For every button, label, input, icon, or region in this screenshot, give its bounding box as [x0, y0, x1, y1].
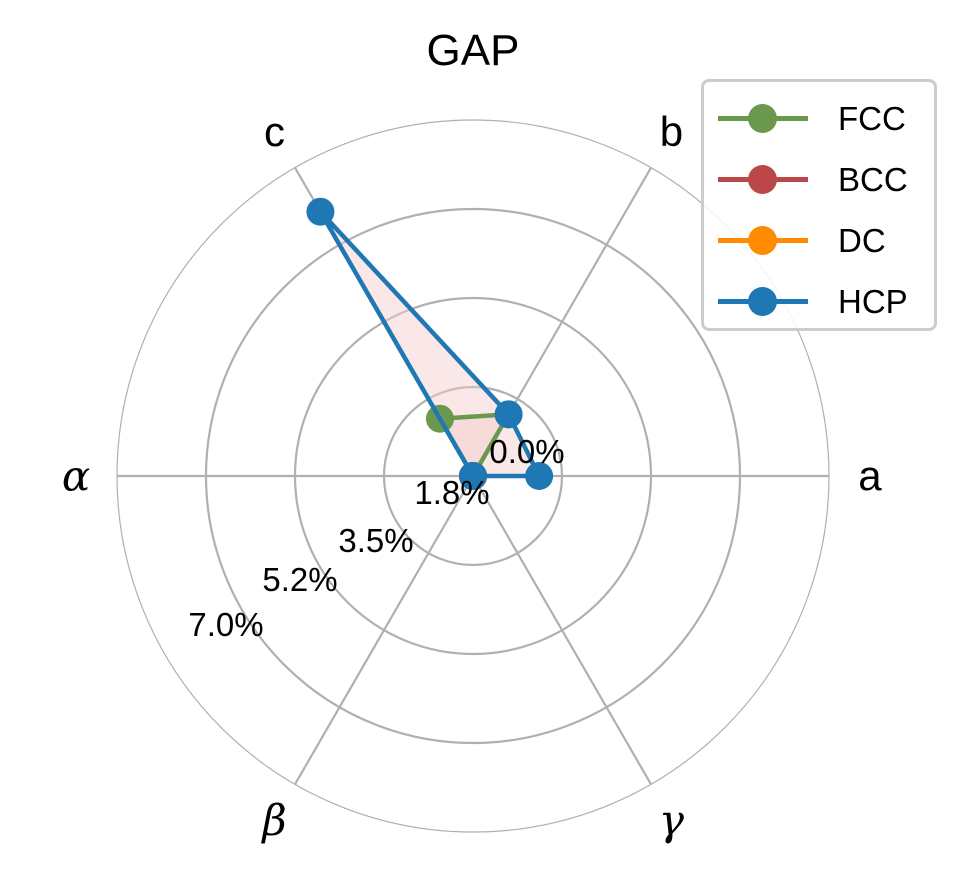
- legend: FCC BCC DC HCP: [701, 79, 937, 331]
- legend-label: BCC: [838, 161, 908, 198]
- data-point-hcp: [494, 400, 523, 429]
- axis-label: α: [61, 451, 91, 501]
- legend-marker-fcc: [748, 104, 777, 133]
- axis-label: a: [858, 452, 882, 499]
- series-fill-fcc: [439, 414, 509, 476]
- legend-label: HCP: [838, 283, 908, 320]
- legend-item-bcc: BCC: [716, 160, 936, 200]
- data-point-hcp: [306, 197, 335, 226]
- data-point-hcp: [525, 462, 554, 490]
- axis-label: γ: [658, 795, 685, 845]
- chart-title: GAP: [426, 26, 520, 75]
- grid-spoke: [472, 475, 652, 785]
- legend-label: DC: [838, 222, 886, 259]
- legend-item-dc: DC: [716, 221, 936, 261]
- series-fill-hcp: [320, 211, 540, 476]
- data-point-hcp: [459, 462, 487, 490]
- legend-item-hcp: HCP: [716, 282, 936, 322]
- axis-label: c: [264, 108, 286, 156]
- radial-tick-label: 1.8%: [414, 474, 490, 511]
- legend-marker-bcc: [748, 165, 777, 194]
- radial-tick-label: 7.0%: [188, 606, 264, 643]
- radial-tick-label: 0.0%: [489, 433, 565, 470]
- radial-tick-label: 5.2%: [262, 561, 338, 598]
- axis-label: β: [262, 795, 287, 845]
- legend-marker-hcp: [748, 287, 777, 316]
- legend-label: FCC: [838, 100, 906, 137]
- grid-spoke: [294, 475, 474, 785]
- axis-label: b: [659, 108, 684, 156]
- legend-item-fcc: FCC: [716, 99, 936, 139]
- legend-marker-dc: [748, 226, 777, 255]
- radial-tick-label: 3.5%: [338, 522, 414, 559]
